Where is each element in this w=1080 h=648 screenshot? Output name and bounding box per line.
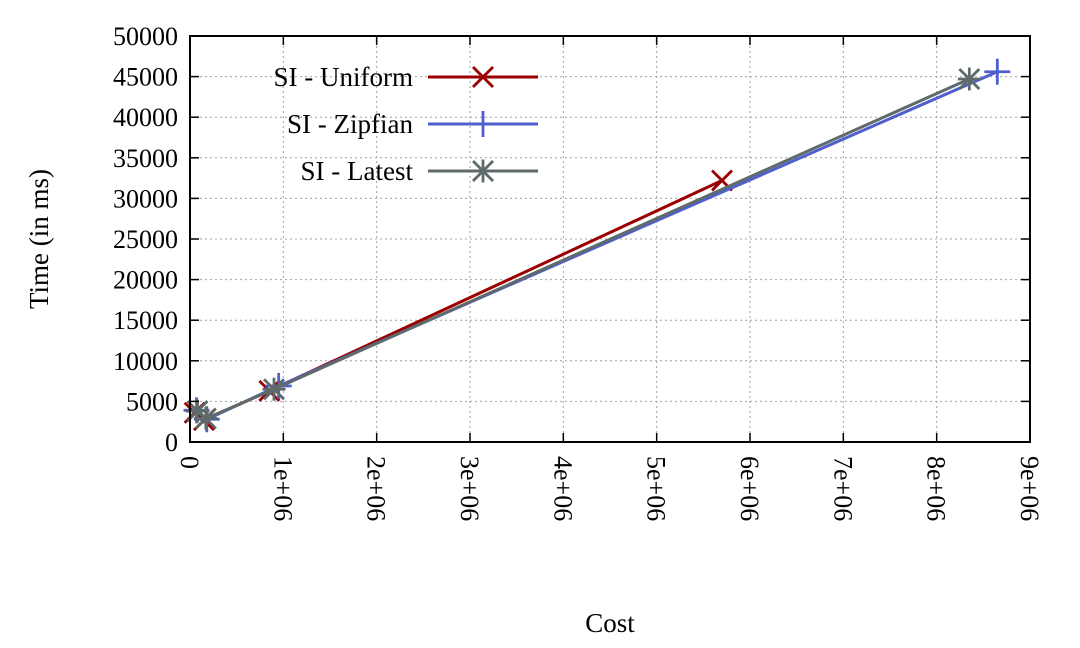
- legend: SI - Uniform SI - Zipfian SI - Latest: [274, 62, 538, 186]
- x-tick-label: 5e+06: [642, 456, 671, 521]
- y-tick-label: 40000: [113, 103, 178, 132]
- legend-label: SI - Zipfian: [287, 109, 413, 139]
- y-tick-label: 15000: [113, 306, 178, 335]
- x-tick-label: 1e+06: [268, 456, 297, 521]
- data-point-marker: [472, 66, 494, 88]
- axis-ticks: 0 5000 10000 15000 20000 25000 30000 35000 40000…: [113, 22, 1044, 521]
- y-tick-label: 0: [165, 428, 178, 457]
- x-axis-label: Cost: [585, 608, 635, 638]
- data-point-marker: [262, 377, 286, 401]
- legend-item: SI - Uniform: [274, 62, 538, 92]
- x-tick-label: 9e+06: [1015, 456, 1044, 521]
- y-tick-label: 35000: [113, 144, 178, 173]
- x-tick-label: 6e+06: [735, 456, 764, 521]
- x-tick-label: 8e+06: [922, 456, 951, 521]
- y-tick-label: 25000: [113, 225, 178, 254]
- y-tick-label: 20000: [113, 266, 178, 295]
- x-tick-label: 0: [175, 456, 204, 469]
- data-point-marker: [984, 58, 1011, 85]
- y-tick-label: 45000: [113, 63, 178, 92]
- legend-label: SI - Latest: [301, 156, 414, 186]
- data-point-marker: [470, 111, 496, 137]
- legend-label: SI - Uniform: [274, 62, 413, 92]
- x-tick-label: 7e+06: [828, 456, 857, 521]
- legend-item: SI - Latest: [301, 156, 538, 186]
- y-axis-label: Time (in ms): [24, 169, 54, 309]
- x-tick-label: 3e+06: [455, 456, 484, 521]
- data-point-marker: [194, 406, 218, 430]
- data-point-marker: [957, 67, 981, 91]
- data-point-marker: [471, 159, 495, 183]
- y-tick-label: 30000: [113, 184, 178, 213]
- series-layer: [183, 58, 1011, 433]
- y-tick-label: 50000: [113, 22, 178, 51]
- x-tick-label: 2e+06: [362, 456, 391, 521]
- legend-item: SI - Zipfian: [287, 109, 538, 139]
- y-tick-label: 5000: [126, 387, 178, 416]
- y-tick-label: 10000: [113, 347, 178, 376]
- x-tick-label: 4e+06: [548, 456, 577, 521]
